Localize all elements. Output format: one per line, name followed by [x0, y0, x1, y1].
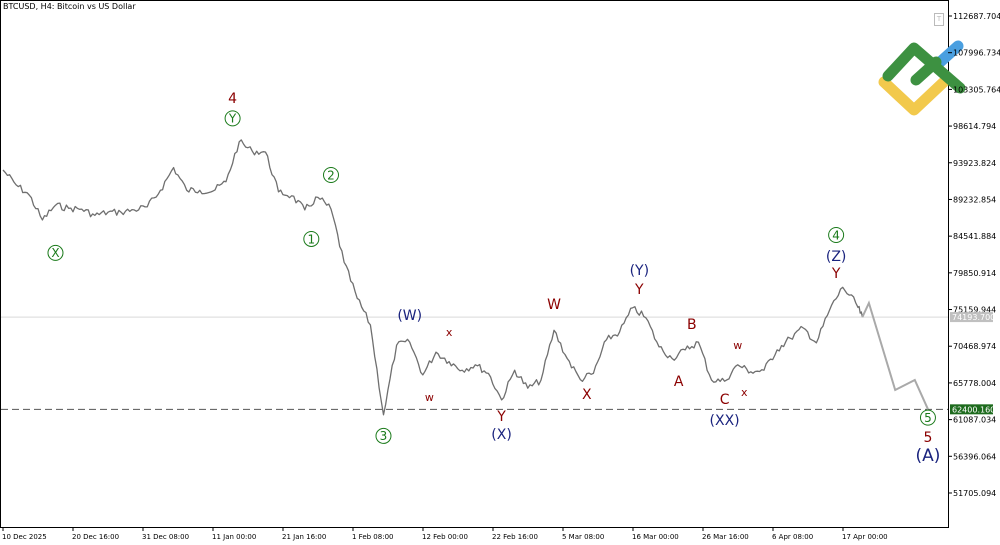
x-tick-label: 31 Dec 08:00	[142, 533, 189, 541]
y-tick-label: 65778.004	[953, 379, 996, 388]
y-tick-label: 51705.094	[953, 489, 996, 498]
y-tick-label: 98614.794	[953, 122, 996, 131]
wave-label: Y	[496, 409, 506, 425]
wave-label: (X)	[491, 427, 512, 443]
wave-label-circle	[828, 226, 845, 243]
plot-area	[0, 0, 949, 528]
wave-label: x	[741, 386, 748, 399]
wave-label: A	[674, 374, 684, 390]
x-tick-label: 17 Apr 00:00	[842, 533, 888, 541]
price-badge-label: 74193.700	[952, 313, 995, 322]
wave-label: X	[582, 387, 592, 403]
wave-label: W	[547, 297, 561, 313]
wave-label-circle	[323, 166, 339, 183]
wave-label-circle	[375, 427, 392, 444]
wave-label: w	[425, 391, 434, 404]
y-tick-label: 93923.824	[953, 159, 996, 168]
wave-label: (XX)	[710, 413, 740, 429]
x-tick-label: 1 Feb 08:00	[352, 533, 393, 541]
x-tick-label: 22 Feb 16:00	[492, 533, 538, 541]
y-tick-label: 84541.884	[953, 232, 996, 241]
wave-label-circle	[303, 230, 320, 247]
text-tool-icon[interactable]: T	[934, 13, 944, 26]
x-tick-label: 16 Mar 00:00	[632, 533, 679, 541]
y-tick-label: 112687.704	[953, 12, 1000, 21]
wave-label: (Y)	[630, 263, 649, 279]
wave-label: w	[733, 339, 742, 352]
wave-label: 5	[924, 411, 932, 425]
y-tick-label: 79850.914	[953, 269, 996, 278]
price-badge	[950, 404, 993, 415]
wave-label: Y	[634, 282, 644, 298]
x-tick-label: 6 Apr 08:00	[772, 533, 813, 541]
wave-label-circle	[224, 110, 241, 127]
y-tick-label: 70468.974	[953, 342, 996, 351]
x-tick-label: 20 Dec 16:00	[72, 533, 119, 541]
price-badge-label: 62400.160	[952, 405, 995, 414]
price-line	[2, 139, 864, 416]
price-badge	[950, 312, 993, 323]
x-tick-label: 11 Jan 00:00	[212, 533, 256, 541]
wave-label: 4	[832, 228, 840, 242]
y-tick-label: 75159.944	[953, 306, 996, 315]
wave-label: (Z)	[826, 249, 847, 265]
wave-label: x	[446, 326, 453, 339]
x-tick-label: 26 Mar 16:00	[702, 533, 749, 541]
wave-label: Y	[228, 112, 237, 126]
x-tick-label: 5 Mar 08:00	[562, 533, 604, 541]
projection-line	[861, 300, 929, 410]
wave-label: B	[687, 317, 697, 333]
y-tick-label: 89232.854	[953, 195, 996, 204]
x-tick-label: 21 Jan 16:00	[282, 533, 326, 541]
wave-label: 2	[327, 168, 335, 182]
wave-label: 3	[380, 429, 388, 443]
wave-label: (W)	[397, 308, 422, 324]
y-tick-label: 56396.064	[953, 452, 996, 461]
wave-label: 5	[923, 430, 932, 446]
wave-label: 4	[228, 91, 237, 107]
wave-label-circle	[919, 409, 936, 426]
y-tick-label: 103305.764	[953, 85, 1000, 94]
wave-label: 1	[307, 232, 315, 246]
wave-label-circle	[47, 244, 64, 261]
brand-logo	[878, 40, 966, 116]
y-tick-label: 107996.734	[953, 49, 1000, 58]
wave-label: C	[720, 392, 730, 408]
wave-label: Y	[831, 266, 841, 282]
wave-label: (A)	[916, 446, 941, 466]
x-tick-label: 12 Feb 00:00	[422, 533, 468, 541]
y-tick-label: 61087.034	[953, 416, 996, 425]
chart-title: BTCUSD, H4: Bitcoin vs US Dollar	[3, 2, 136, 11]
wave-label: X	[51, 246, 59, 260]
x-tick-label: 10 Dec 2025	[2, 533, 47, 541]
